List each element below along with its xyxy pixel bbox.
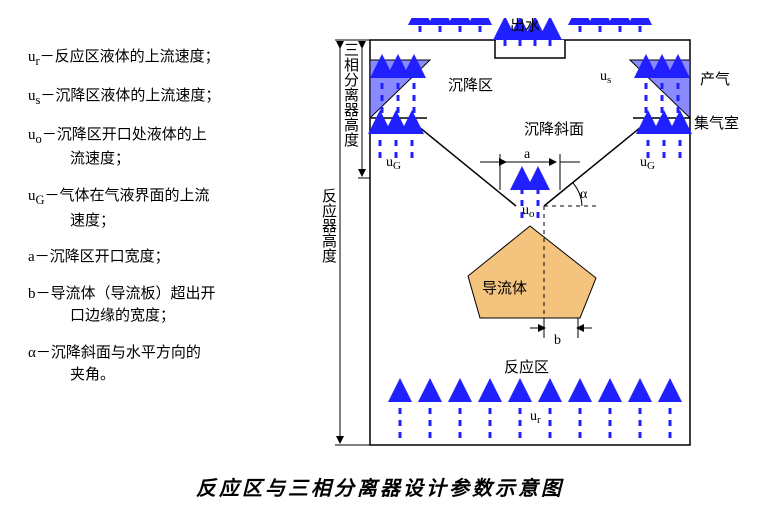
- label-ug-left: uG: [386, 155, 401, 172]
- label-uo: uo: [522, 203, 535, 220]
- label-gas-chamber: 集气室: [694, 115, 739, 132]
- gas-chamber-right: [630, 60, 690, 118]
- label-gas-prod: 产气: [700, 71, 730, 88]
- figure-caption: 反应区与三相分离器设计参数示意图: [0, 472, 760, 501]
- label-deflector: 导流体: [482, 280, 527, 297]
- label-outlet: 出水: [510, 18, 540, 34]
- label-alpha: α: [580, 187, 588, 202]
- legend-item: α－沉降斜面与水平方向的夹角。: [28, 342, 298, 387]
- label-us: us: [600, 69, 611, 86]
- label-ur: ur: [530, 409, 541, 426]
- gas-chamber-left: [370, 60, 430, 118]
- label-a: a: [524, 147, 531, 162]
- deflector-body: [468, 226, 596, 318]
- label-reaction-zone: 反应区: [504, 358, 549, 376]
- legend-item: a－沉降区开口宽度；: [28, 246, 298, 269]
- label-sep-height: 三相分离器高度: [342, 42, 359, 147]
- legend-item: b－导流体（导流板）超出开口边缘的宽度；: [28, 283, 298, 328]
- legend-panel: ur－反应区液体的上流速度； us－沉降区液体的上流速度； uo－沉降区开口处液体的…: [28, 46, 298, 401]
- label-settling-zone: 沉降区: [448, 77, 493, 94]
- label-settling-slope: 沉降斜面: [524, 121, 584, 138]
- legend-item: uG－气体在气液界面的上流速度；: [28, 185, 298, 232]
- label-b: b: [554, 333, 561, 348]
- legend-item: uo－沉降区开口处液体的上流速度；: [28, 124, 298, 171]
- legend-item: ur－反应区液体的上流速度；: [28, 46, 298, 71]
- reactor-diagram: 出水 沉降区 沉降斜面 产气 集气室 导流体 反应区 us uG uG uo u…: [300, 18, 760, 458]
- label-reactor-height: 反应器高度: [320, 188, 337, 263]
- legend-item: us－沉降区液体的上流速度；: [28, 85, 298, 110]
